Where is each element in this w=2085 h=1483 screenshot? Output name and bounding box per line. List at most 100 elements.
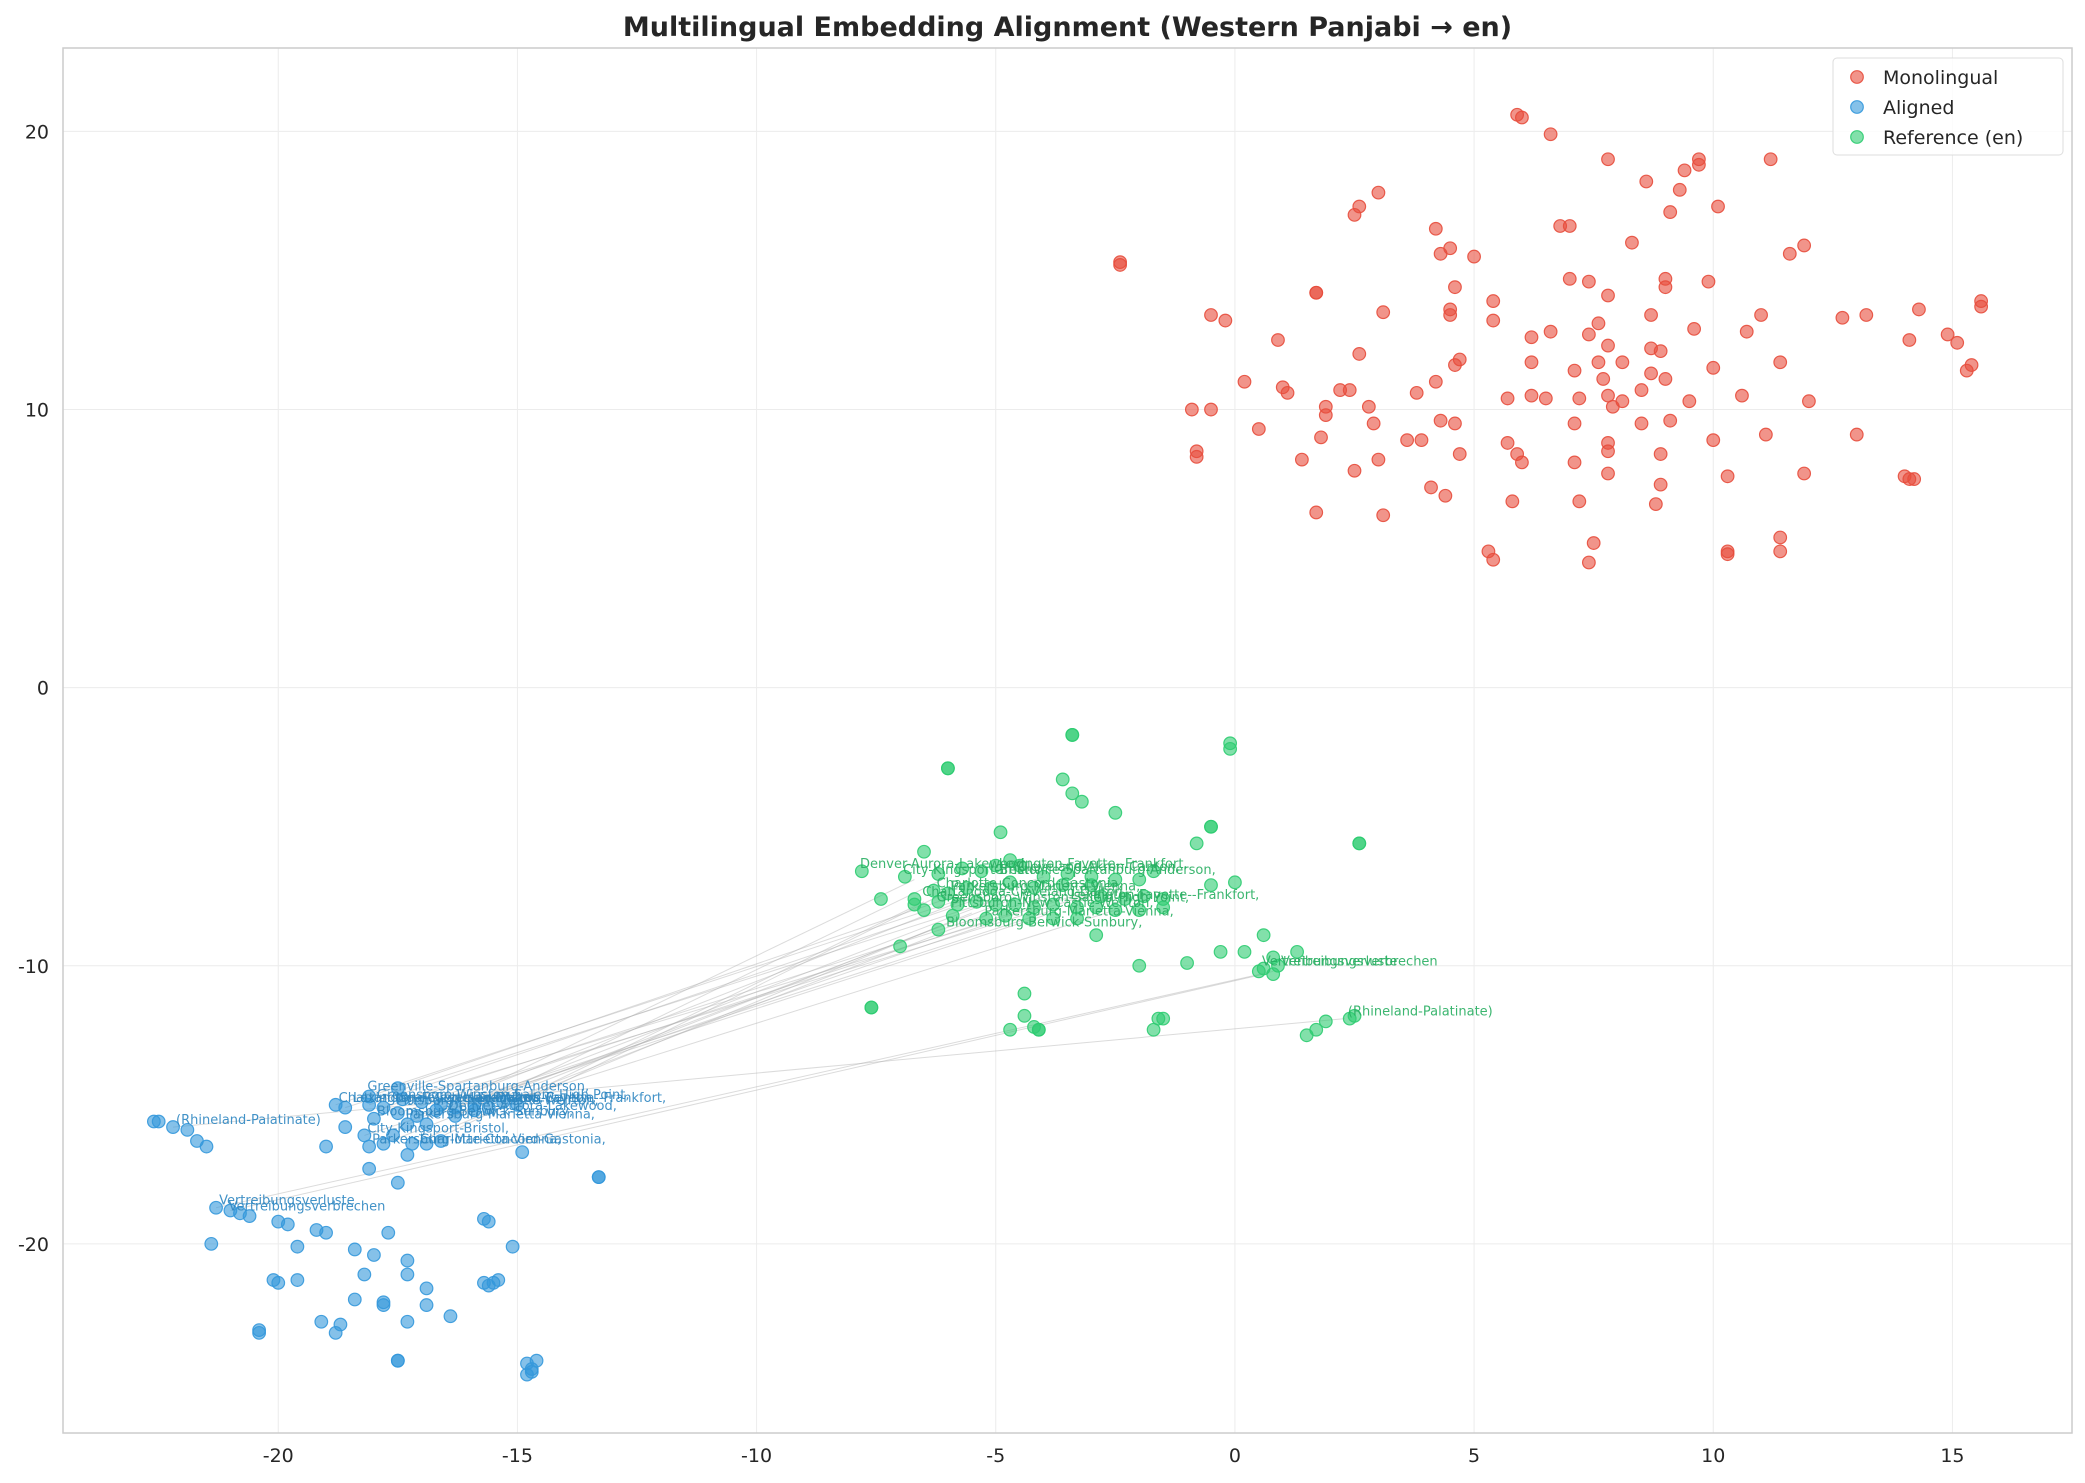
reference-en-point	[893, 939, 907, 954]
aligned-point	[505, 1239, 520, 1254]
aligned-point	[338, 1120, 353, 1134]
reference-en-point	[1146, 1022, 1161, 1037]
aligned-point-label: Lexington-Fayette--Frankfort,	[477, 1091, 666, 1106]
monolingual-point	[1835, 310, 1850, 325]
monolingual-point	[1318, 408, 1333, 423]
aligned-point	[400, 1147, 415, 1162]
reference-point-label: Denver-Aurora-Lakewood,	[860, 857, 1028, 872]
monolingual-point	[1605, 399, 1620, 414]
reference-en-point	[1137, 889, 1151, 904]
monolingual-point	[1687, 321, 1702, 336]
monolingual-point	[1773, 530, 1788, 545]
reference-en-point	[1007, 897, 1022, 912]
axis-ticks: -20 -15 -10 -5 0 5 10 15 -20 -10 0 10 20	[18, 121, 1965, 1467]
monolingual-point	[1433, 413, 1448, 428]
monolingual-point	[1452, 447, 1467, 461]
monolingual-point	[1572, 494, 1587, 509]
monolingual-point	[1500, 436, 1515, 450]
monolingual-point	[1974, 299, 1989, 314]
monolingual-point	[1653, 344, 1668, 359]
reference-en-point	[1352, 836, 1367, 851]
monolingual-point	[1902, 333, 1917, 347]
legend-box	[1832, 57, 2064, 156]
monolingual-point	[1309, 505, 1324, 520]
monolingual-point	[1562, 219, 1577, 233]
aligned-point	[515, 1145, 530, 1160]
monolingual-point	[1567, 363, 1582, 378]
aligned-point	[376, 1100, 391, 1115]
reference-en-point	[993, 825, 1008, 840]
monolingual-point	[1849, 427, 1864, 442]
connector-line	[435, 879, 915, 1111]
monolingual-point	[1467, 249, 1481, 264]
aligned-point	[419, 1136, 434, 1151]
monolingual-point	[1601, 152, 1615, 167]
monolingual-point	[1691, 157, 1706, 172]
aligned-point	[496, 1095, 510, 1109]
aligned-point-label: Greensboro-Winston-Salem-High Point,	[377, 1088, 630, 1103]
aligned-point	[395, 1092, 410, 1107]
aligned-point	[319, 1139, 333, 1154]
aligned-point	[362, 1161, 377, 1176]
aligned-point	[199, 1139, 214, 1154]
aligned-point-label: Charlotte-Concord-Gastonia,	[420, 1133, 606, 1148]
reference-en-point	[917, 844, 931, 859]
monolingual-point	[1601, 466, 1615, 481]
monolingual-point	[1562, 271, 1577, 286]
reference-en-point	[1256, 928, 1271, 943]
legend-marker	[1850, 100, 1864, 114]
reference-point-label: Parkersburg-Marietta-Vienna,	[984, 904, 1173, 919]
reference-en-point	[1237, 944, 1252, 959]
alignment-connectors	[172, 876, 1345, 1211]
monolingual-point	[1653, 477, 1668, 492]
reference-en-point	[941, 886, 955, 901]
monolingual-point	[1591, 355, 1606, 370]
y-tick-label: 10	[25, 400, 49, 422]
monolingual-point	[1428, 221, 1443, 236]
connector-line	[517, 895, 939, 1106]
aligned-point-label: Denver-Aurora-Lakewood,	[449, 1099, 617, 1114]
monolingual-point	[1342, 383, 1357, 397]
monolingual-point	[1754, 308, 1768, 322]
reference-en-point	[1089, 900, 1104, 915]
reference-en-point	[931, 922, 946, 937]
legend-label: Reference (en)	[1883, 127, 2023, 149]
reference-en-point	[1290, 944, 1304, 959]
monolingual-point	[1251, 422, 1266, 436]
aligned-point	[400, 1253, 415, 1268]
aligned-point	[314, 1314, 329, 1329]
monolingual-point	[1720, 547, 1735, 562]
connector-line	[488, 909, 1116, 1109]
connector-line	[383, 890, 1063, 1109]
aligned-point	[481, 1100, 496, 1115]
monolingual-point	[1486, 552, 1501, 567]
aligned-point	[400, 1117, 415, 1132]
reference-en-point	[1055, 772, 1070, 787]
monolingual-point	[1658, 280, 1673, 295]
monolingual-point	[1448, 358, 1462, 372]
x-tick-label: 10	[1701, 1445, 1725, 1467]
monolingual-point	[1644, 308, 1658, 322]
reference-en-point	[1189, 836, 1204, 851]
reference-en-point	[1003, 875, 1017, 890]
aligned-point-label: Greenville-Spartanburg-Anderson,	[367, 1080, 589, 1095]
monolingual-point	[1347, 463, 1362, 478]
monolingual-point	[1567, 455, 1582, 470]
x-tick-label: 0	[1229, 1445, 1241, 1467]
aligned-point-label: Lexington-Fayette--Frankfort,	[353, 1091, 542, 1106]
monolingual-point	[1634, 383, 1649, 397]
reference-point-label: (Rhineland-Palatinate)	[1348, 1005, 1493, 1020]
monolingual-point	[1271, 333, 1285, 347]
monolingual-point	[1567, 416, 1582, 431]
monolingual-point	[1524, 355, 1539, 370]
aligned-point	[166, 1120, 180, 1134]
monolingual-point	[1596, 372, 1611, 386]
monolingual-point	[1486, 313, 1501, 328]
aligned-point	[362, 1139, 377, 1154]
monolingual-point	[1658, 372, 1673, 386]
plot-frame	[62, 47, 2073, 1434]
monolingual-point	[1443, 308, 1458, 322]
reference-point-label: Cleveland-Akron-Canton,	[1018, 860, 1180, 875]
monolingual-point	[1739, 324, 1754, 339]
